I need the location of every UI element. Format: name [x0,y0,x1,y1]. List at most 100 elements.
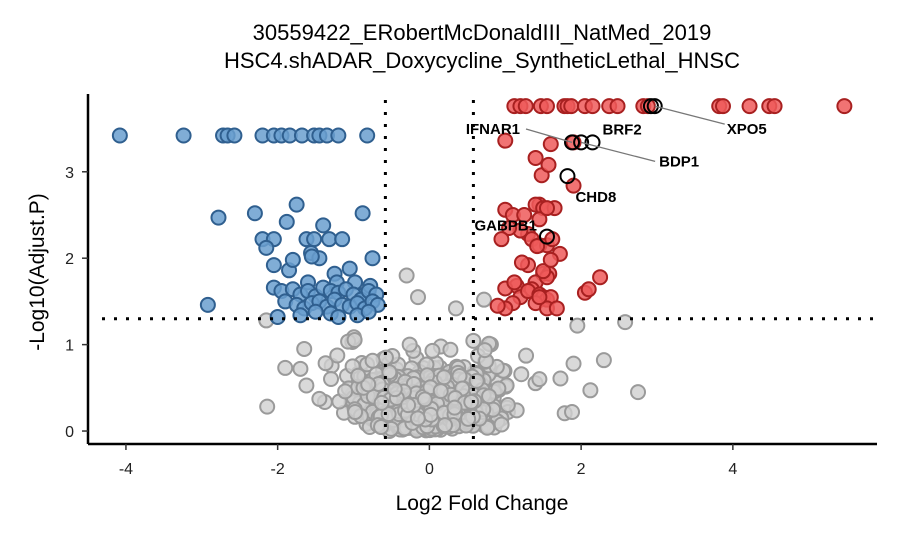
point-ns [401,336,418,353]
point-up [535,263,552,280]
point-up [501,219,518,236]
y-tick-label: 3 [65,165,74,182]
point-up [489,297,506,314]
label-connector [654,105,725,125]
point-down [303,248,320,265]
point-up [741,98,758,115]
point-ns [259,398,276,415]
point-ns [373,394,390,411]
label-connector [580,141,656,163]
point-ns [552,370,569,387]
point-up [527,149,544,166]
point-ns [292,360,309,377]
point-up [506,274,523,291]
point-ns [416,391,433,408]
point-ns [446,399,463,416]
point-ns [346,331,363,348]
point-ns [296,340,313,357]
point-up [538,98,555,115]
gene-label-chd8: CHD8 [575,189,616,206]
y-tick-label: 1 [65,338,74,355]
point-down [288,196,305,213]
point-down [210,209,227,226]
point-ns [410,289,427,306]
point-down [334,231,351,248]
point-down [306,231,323,248]
point-ns [350,367,367,384]
point-ns [398,267,415,284]
point-down [330,308,347,325]
point-up [540,156,557,173]
point-ns [463,393,480,410]
point-ns [317,355,334,372]
point-highlight [573,134,590,151]
point-up [497,132,514,149]
y-tick-label: 2 [65,251,74,268]
point-ns [442,341,459,358]
point-up [714,98,731,115]
y-axis-title: -Log10(Adjust.P) [26,193,49,351]
point-up [542,136,559,153]
x-tick-label: -4 [119,461,133,478]
point-up [493,231,510,248]
point-up [836,98,853,115]
point-ns [565,355,582,372]
point-down [226,127,243,144]
point-ns [513,366,530,383]
point-highlight [564,134,581,151]
point-ns [386,381,403,398]
point-up [584,98,601,115]
point-ns [436,417,453,434]
y-tick-label: 0 [65,424,74,441]
point-down [246,205,263,222]
point-ns [347,404,364,421]
point-ns [424,342,441,359]
x-tick-label: 2 [577,461,586,478]
point-ns [329,347,346,364]
point-ns [298,377,315,394]
point-ns [617,314,634,331]
gene-label-gabpb1: GABPB1 [474,218,537,235]
point-up [529,238,546,255]
point-ns [518,347,535,364]
point-up [538,200,555,217]
gene-label-layer: XPO5 BRF2 IFNAR1 BDP1 CHD8 GABPB1 [466,105,767,235]
point-up [592,269,609,286]
point-down [360,303,377,320]
point-ns [460,410,477,427]
point-down [284,251,301,268]
x-tick-label: 0 [425,461,434,478]
point-ns [323,370,340,387]
point-up [513,254,530,271]
point-down [175,127,192,144]
point-ns [277,359,294,376]
point-ns [337,383,354,400]
gene-label-bdp1: BDP1 [659,153,699,170]
chart-title: 30559422_ERobertMcDonaldIII_NatMed_2019 [253,20,712,45]
point-ns [476,291,493,308]
point-up [516,206,533,223]
point-ns [360,376,377,393]
gene-label-xpo5: XPO5 [727,121,767,138]
point-ns [400,397,417,414]
point-down [258,239,275,256]
point-ns [630,384,647,401]
point-ns [481,388,498,405]
label-connector [525,128,573,144]
point-highlight [584,134,601,151]
point-ns [447,300,464,317]
point-down [330,127,347,144]
point-ns [373,419,390,436]
point-highlight [538,228,555,245]
point-highlight [642,98,659,115]
point-down [341,260,358,277]
points-layer [111,98,853,439]
point-down [307,303,324,320]
point-up [531,211,548,228]
point-up [580,281,597,298]
point-ns [311,390,328,407]
point-up [563,98,580,115]
point-down [269,308,286,325]
